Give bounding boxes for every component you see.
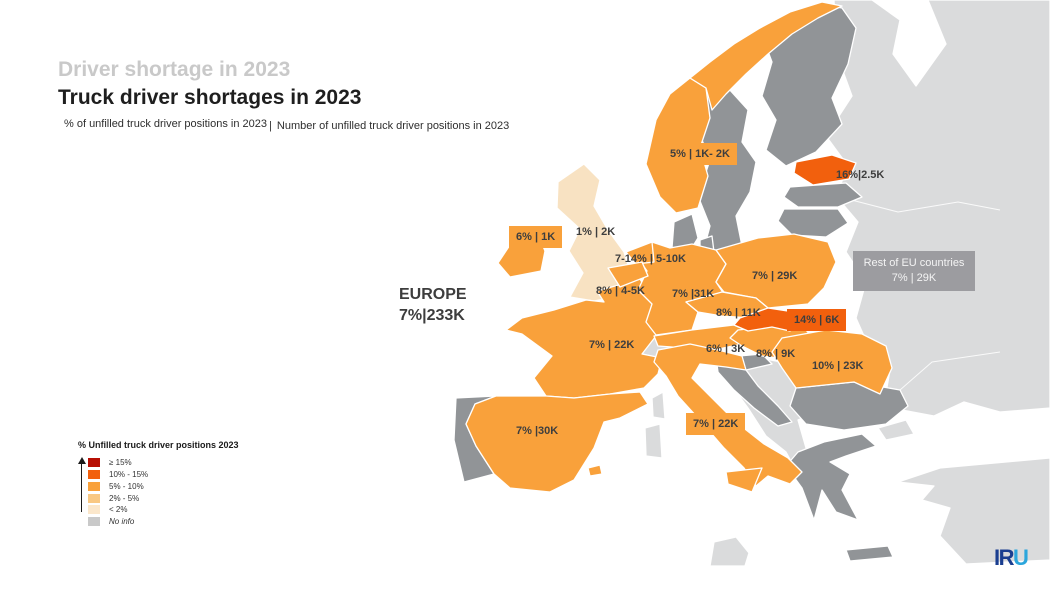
legend-arrow-line [81, 463, 82, 512]
country-greece [785, 433, 877, 521]
legend-label-ge15: ≥ 15% [109, 458, 132, 467]
legend-label-5-10: 5% - 10% [109, 482, 144, 491]
iru-logo: IRU [994, 545, 1029, 571]
rest-of-eu-label: Rest of EU countries [863, 257, 965, 269]
iru-logo-letter-i: I [994, 545, 1000, 570]
iru-logo-letter-r: R [998, 545, 1015, 570]
europe-total-name: EUROPE [399, 286, 467, 303]
country-norway-coast [689, 1, 843, 111]
country-label-netherlands: 7-14% | 5-10K [615, 253, 686, 265]
island-corsica [651, 391, 666, 420]
legend-swatch-no-info [88, 517, 100, 526]
legend-swatch-ge15 [88, 458, 100, 467]
country-label-slovakia: 14% | 6K [787, 309, 847, 331]
country-turkey [897, 457, 1050, 565]
country-latvia [783, 182, 863, 208]
legend-label-no-info: No info [109, 517, 135, 526]
legend-swatch-lt2 [88, 505, 100, 514]
legend-swatch-10-15 [88, 470, 100, 479]
country-label-germany: 7% |31K [672, 288, 715, 300]
subtitle: % of unfilled truck driver positions in … [64, 118, 510, 132]
country-label-romania: 10% | 23K [812, 360, 864, 372]
island-sardinia [644, 423, 663, 459]
country-netherlands [625, 241, 655, 265]
country-croatia [715, 353, 793, 427]
white-sea [871, 0, 947, 87]
country-label-hungary: 8% | 9K [756, 348, 796, 360]
inland-border-1 [835, 195, 1001, 213]
country-label-belgium: 8% | 4-5K [596, 285, 645, 297]
country-label-czechia: 8% | 11K [716, 307, 761, 319]
country-estonia [793, 154, 857, 186]
island-crete [845, 545, 894, 562]
legend-swatch-5-10 [88, 482, 100, 491]
island-sicily [725, 467, 763, 493]
country-label-uk: 1% | 2K [576, 226, 616, 238]
legend-label-10-15: 10% - 15% [109, 470, 149, 479]
page-title: Truck driver shortages in 2023 [58, 86, 362, 109]
subtitle-number-part: Number of unfilled truck driver position… [276, 120, 510, 132]
country-poland [715, 233, 837, 309]
europe-total-value: 7%|233K [399, 307, 465, 324]
rest-of-eu-box: Rest of EU countries 7% | 29K [853, 251, 975, 291]
subtitle-percent-part: % of unfilled truck driver positions in … [64, 118, 267, 130]
rest-of-eu-value: 7% | 29K [891, 272, 937, 284]
country-label-austria: 6% | 3K [706, 343, 746, 355]
country-belgium [607, 261, 649, 288]
country-label-estonia: 16%|2.5K [836, 169, 885, 181]
country-spain [465, 391, 649, 493]
country-slovakia [733, 307, 805, 332]
legend-label-2-5: 2% - 5% [109, 494, 140, 503]
country-turkey-thrace [877, 419, 915, 441]
country-label-spain: 7% |30K [516, 425, 559, 437]
country-label-ireland: 6% | 1K [509, 226, 563, 248]
country-tunisia [709, 536, 750, 567]
country-label-italy: 7% | 22K [686, 413, 746, 435]
country-romania [771, 329, 893, 395]
iru-logo-letter-u: U [1013, 545, 1029, 570]
island-mallorca [587, 464, 603, 477]
country-label-poland: 7% | 29K [752, 270, 798, 282]
kicker-title: Driver shortage in 2023 [58, 58, 291, 81]
legend-label-lt2: < 2% [109, 505, 128, 514]
country-label-france: 7% | 22K [589, 339, 635, 351]
country-lithuania [777, 208, 849, 238]
legend-arrow-icon [78, 457, 86, 464]
legend-title: % Unfilled truck driver positions 2023 [78, 440, 239, 450]
country-bulgaria [789, 381, 909, 431]
europe-total: EUROPE 7%|233K [399, 284, 467, 326]
legend-swatch-2-5 [88, 494, 100, 503]
country-label-norway: 5% | 1K- 2K [663, 143, 737, 165]
subtitle-separator: | [269, 120, 272, 132]
country-eastern-landmass [825, 0, 1050, 417]
